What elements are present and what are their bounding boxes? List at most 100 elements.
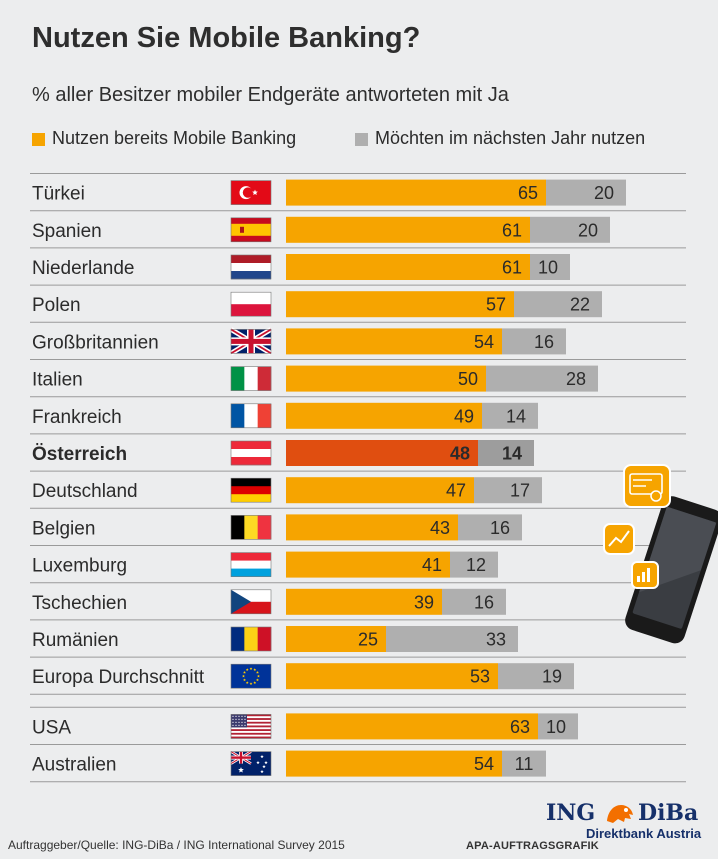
value-label-already: 53 (470, 667, 490, 687)
category-label: Niederlande (32, 258, 134, 279)
category-label: Spanien (32, 221, 102, 242)
romania-flag (230, 626, 272, 652)
chart-row-frankreich: Frankreich 49 14 (30, 402, 686, 435)
bar-planned (530, 254, 570, 280)
uk-flag (229, 327, 273, 356)
logo-ing-text: ING (546, 800, 596, 826)
logo-diba-text: DiBa (638, 800, 699, 826)
netherlands-flag (230, 254, 272, 280)
value-label-planned: 22 (570, 295, 590, 315)
value-label-already: 61 (502, 258, 522, 278)
chart-title: Nutzen Sie Mobile Banking? (32, 22, 421, 54)
bar-already (286, 663, 498, 690)
bar-planned (458, 514, 522, 541)
bar-planned (502, 328, 566, 355)
value-label-already: 43 (430, 518, 450, 538)
bar-already (286, 179, 546, 206)
bar-planned (482, 402, 538, 429)
legend-label-already: Nutzen bereits Mobile Banking (52, 128, 297, 148)
value-label-already: 54 (474, 754, 494, 774)
value-label-already: 50 (458, 369, 478, 389)
bar-planned (450, 551, 498, 578)
usa-flag (230, 714, 272, 739)
bar-already (286, 254, 530, 280)
category-label: Österreich (32, 444, 127, 465)
poland-flag (230, 291, 272, 317)
luxembourg-flag (230, 552, 272, 577)
value-label-planned: 33 (486, 630, 506, 650)
value-label-planned: 14 (502, 444, 522, 464)
bar-planned (530, 216, 610, 243)
trend-app-icon (603, 523, 635, 555)
bar-planned (442, 588, 506, 615)
logo-subtitle: Direktbank Austria (586, 826, 702, 841)
bar-already (286, 477, 474, 504)
bar-already (286, 440, 478, 466)
category-label: Tschechien (32, 593, 127, 614)
value-label-planned: 28 (566, 369, 586, 389)
value-label-already: 49 (454, 406, 474, 426)
bar-planned (538, 713, 578, 740)
value-label-planned: 14 (506, 406, 526, 426)
czechia-flag (230, 589, 272, 615)
bar-already (286, 551, 450, 578)
payment-app-icon (623, 464, 671, 508)
value-label-planned: 10 (546, 717, 566, 737)
value-label-already: 25 (358, 630, 378, 650)
category-label: Italien (32, 370, 83, 391)
category-label: Polen (32, 295, 81, 316)
bar-planned (498, 663, 574, 690)
value-label-planned: 20 (594, 183, 614, 203)
chart-row-rumaenien: Rumänien 25 33 (30, 626, 686, 658)
value-label-already: 48 (450, 444, 470, 464)
value-label-planned: 11 (515, 754, 534, 774)
value-label-already: 54 (474, 332, 494, 352)
value-label-already: 39 (414, 592, 434, 612)
germany-flag (230, 477, 272, 503)
category-label: Deutschland (32, 481, 138, 502)
value-label-planned: 16 (474, 592, 494, 612)
value-label-already: 61 (502, 220, 522, 240)
bar-already (286, 588, 442, 615)
legend-swatch-planned (355, 133, 368, 146)
value-label-planned: 17 (510, 481, 530, 501)
value-label-already: 41 (422, 555, 442, 575)
category-label: Frankreich (32, 407, 122, 428)
belgium-flag (230, 515, 272, 540)
value-label-planned: 16 (534, 332, 554, 352)
chart-row-oesterreich: Österreich 48 14 (30, 440, 686, 472)
bar-already (286, 750, 502, 777)
value-label-already: 63 (510, 717, 530, 737)
bar-planned (546, 179, 626, 206)
value-label-already: 47 (446, 481, 466, 501)
agency-credit: APA-AUFTRAGSGRAFIK (466, 840, 599, 852)
bar-planned (386, 626, 518, 652)
legend-swatch-already (32, 133, 45, 146)
category-label: Europa Durchschnitt (32, 667, 205, 688)
value-label-planned: 16 (490, 518, 510, 538)
smartphone-illustration (603, 464, 718, 644)
chart-row-tschechien: Tschechien 39 16 (30, 588, 686, 621)
chart-row-usa: USA 63 10 (30, 713, 686, 745)
category-label: Australien (32, 755, 117, 776)
category-label: Rumänien (32, 630, 119, 651)
bar-planned (514, 291, 602, 318)
source-note: Auftraggeber/Quelle: ING-DiBa / ING Inte… (8, 838, 345, 852)
value-label-already: 65 (518, 183, 538, 203)
bar-already (286, 713, 538, 740)
bar-planned (474, 477, 542, 504)
category-label: Türkei (32, 184, 85, 205)
bar-already (286, 402, 482, 429)
bar-planned (478, 440, 534, 466)
spain-flag (230, 217, 272, 243)
value-label-already: 57 (486, 295, 506, 315)
value-label-planned: 20 (578, 220, 598, 240)
category-label: Luxemburg (32, 556, 127, 577)
bar-already (286, 291, 514, 318)
lion-icon (607, 805, 633, 823)
bar-already (286, 626, 386, 652)
eu-flag (230, 663, 272, 689)
chart-row-niederlande: Niederlande 61 10 (30, 254, 686, 286)
category-label: Belgien (32, 518, 95, 539)
